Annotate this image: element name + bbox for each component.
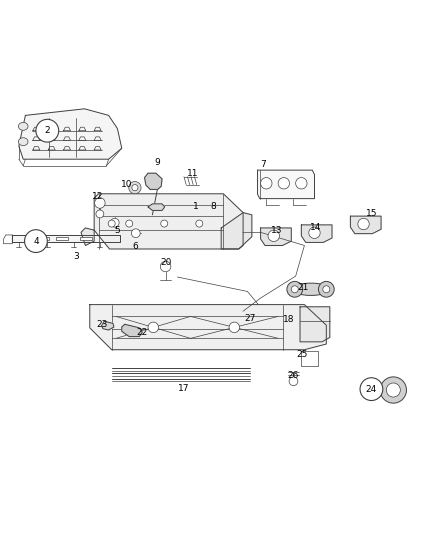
- Text: 6: 6: [132, 243, 138, 251]
- Text: 14: 14: [310, 223, 321, 231]
- Text: 3: 3: [74, 252, 80, 261]
- Polygon shape: [300, 307, 330, 342]
- Polygon shape: [145, 173, 162, 189]
- Polygon shape: [122, 324, 142, 336]
- Polygon shape: [221, 213, 252, 249]
- Text: 20: 20: [161, 259, 172, 268]
- Circle shape: [323, 286, 330, 293]
- Circle shape: [196, 220, 203, 227]
- Circle shape: [296, 177, 307, 189]
- Polygon shape: [261, 228, 291, 246]
- Circle shape: [278, 177, 290, 189]
- Text: 12: 12: [92, 192, 103, 201]
- Text: 22: 22: [137, 328, 148, 337]
- Circle shape: [386, 383, 400, 397]
- Ellipse shape: [18, 123, 28, 130]
- Polygon shape: [350, 216, 381, 233]
- Ellipse shape: [291, 283, 331, 295]
- Text: 18: 18: [283, 316, 294, 325]
- Circle shape: [36, 119, 59, 142]
- Circle shape: [360, 378, 383, 400]
- Text: 21: 21: [297, 283, 309, 292]
- Polygon shape: [301, 225, 332, 243]
- Circle shape: [309, 227, 320, 238]
- Circle shape: [289, 377, 298, 386]
- Polygon shape: [94, 194, 243, 249]
- Text: 7: 7: [260, 160, 266, 169]
- Text: 27: 27: [245, 314, 256, 322]
- Text: 26: 26: [287, 370, 298, 379]
- Text: 17: 17: [178, 384, 190, 393]
- Circle shape: [95, 198, 105, 208]
- Polygon shape: [90, 304, 326, 350]
- Text: 5: 5: [114, 226, 120, 235]
- Text: 11: 11: [187, 169, 198, 178]
- Text: 13: 13: [271, 226, 283, 235]
- Polygon shape: [81, 228, 94, 246]
- Text: 24: 24: [366, 385, 377, 394]
- Circle shape: [291, 286, 298, 293]
- Bar: [36, 237, 49, 240]
- Bar: [80, 237, 92, 240]
- Text: 15: 15: [366, 209, 377, 219]
- Polygon shape: [12, 235, 120, 241]
- Text: 8: 8: [211, 202, 217, 211]
- Circle shape: [148, 322, 159, 333]
- Text: 23: 23: [97, 320, 108, 329]
- Circle shape: [129, 182, 141, 194]
- Circle shape: [287, 281, 303, 297]
- Circle shape: [126, 220, 133, 227]
- Polygon shape: [258, 170, 314, 199]
- Circle shape: [380, 377, 406, 403]
- Ellipse shape: [18, 138, 28, 146]
- Text: 1: 1: [193, 201, 199, 211]
- Circle shape: [268, 230, 279, 241]
- Bar: [56, 237, 68, 240]
- Text: 25: 25: [297, 351, 308, 359]
- Polygon shape: [148, 204, 165, 211]
- Circle shape: [108, 220, 115, 227]
- Circle shape: [160, 261, 171, 272]
- Text: 2: 2: [45, 126, 50, 135]
- Circle shape: [110, 219, 119, 227]
- Circle shape: [161, 220, 168, 227]
- Text: 4: 4: [33, 237, 39, 246]
- Text: 9: 9: [154, 158, 160, 167]
- Text: 10: 10: [121, 180, 133, 189]
- Circle shape: [25, 230, 47, 253]
- Polygon shape: [102, 321, 114, 330]
- Circle shape: [318, 281, 334, 297]
- Circle shape: [229, 322, 240, 333]
- Circle shape: [131, 229, 140, 238]
- Circle shape: [132, 184, 138, 191]
- Circle shape: [358, 219, 369, 230]
- Circle shape: [261, 177, 272, 189]
- Polygon shape: [19, 109, 122, 159]
- Circle shape: [96, 210, 104, 218]
